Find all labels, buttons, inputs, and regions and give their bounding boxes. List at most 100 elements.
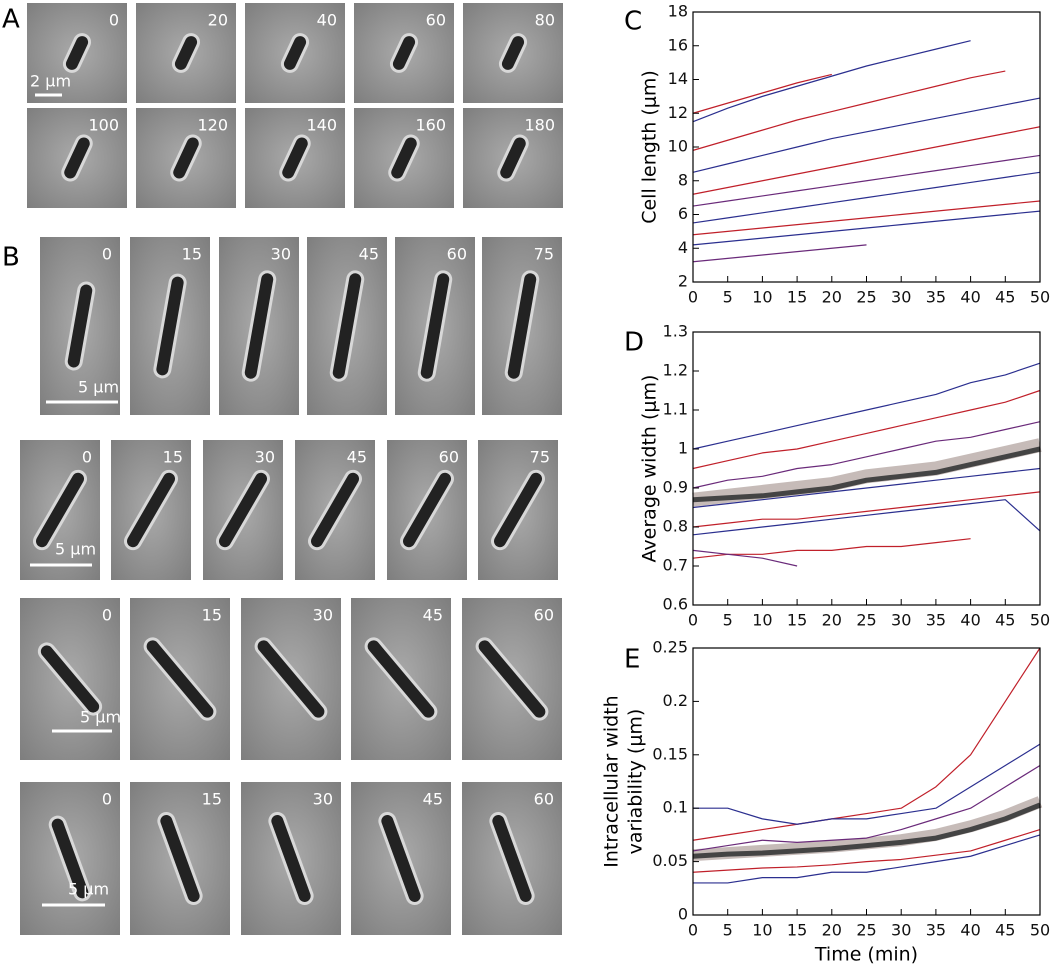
x-tick-label: 25 <box>856 288 876 307</box>
series-line <box>692 126 1041 195</box>
series-line <box>692 499 1041 536</box>
series-line <box>692 244 867 263</box>
y-tick-label: 10 <box>668 137 688 156</box>
panel-label: A <box>2 5 20 35</box>
series-line <box>692 200 1041 236</box>
cell-body <box>478 640 546 718</box>
scale-bar-label: 5 μm <box>68 880 109 899</box>
y-axis-label: Intracellular width <box>601 695 623 867</box>
y-axis-label: variability (μm) <box>625 709 647 855</box>
cell <box>417 270 453 382</box>
x-tick-label: 0 <box>688 611 698 630</box>
y-tick-label: 0.7 <box>663 556 688 575</box>
frame-time: 20 <box>208 11 228 30</box>
y-tick-label: 0 <box>678 905 688 924</box>
x-tick-label: 10 <box>752 611 772 630</box>
frame-time: 0 <box>102 790 112 809</box>
frame-time: 15 <box>182 245 202 264</box>
frame-time: 75 <box>534 245 554 264</box>
y-tick-label: 0.15 <box>652 744 688 763</box>
cell-body <box>403 472 451 548</box>
frame-time: 0 <box>102 606 112 625</box>
cell-body <box>146 640 214 718</box>
frame-time: 60 <box>439 448 459 467</box>
cell-body <box>332 273 362 379</box>
frame-time: 80 <box>535 11 555 30</box>
cell <box>254 637 328 721</box>
series-line <box>693 834 1041 884</box>
y-tick-label: 1.2 <box>663 361 688 380</box>
x-tick-label: 10 <box>752 921 772 940</box>
series-line <box>692 389 1041 470</box>
cell <box>498 33 528 73</box>
y-tick-label: 1 <box>678 439 688 458</box>
cell-body <box>392 36 416 70</box>
panel-label: E <box>624 645 640 675</box>
x-tick-label: 45 <box>995 288 1015 307</box>
x-tick-label: 35 <box>926 288 946 307</box>
cell-body <box>219 472 267 548</box>
x-tick-label: 50 <box>1030 921 1050 940</box>
y-tick-label: 0.6 <box>663 595 688 614</box>
cell-body <box>127 472 175 548</box>
cell <box>329 270 365 382</box>
cell-body <box>244 273 274 379</box>
cell-body <box>501 36 525 70</box>
cell-body <box>173 137 199 179</box>
x-tick-label: 0 <box>688 921 698 940</box>
cell-body <box>507 273 537 379</box>
series-line <box>692 764 1041 852</box>
frame-time: 30 <box>313 606 333 625</box>
frame-time: 15 <box>202 790 222 809</box>
cell <box>157 812 203 905</box>
y-tick-label: 0.1 <box>663 798 688 817</box>
x-tick-label: 5 <box>723 921 733 940</box>
panel-label: D <box>624 328 644 358</box>
y-tick-label: 18 <box>668 2 688 21</box>
cell <box>504 270 540 382</box>
plot-frame <box>692 11 1041 283</box>
frame-time: 45 <box>347 448 367 467</box>
cell <box>378 812 424 905</box>
y-tick-label: 0.8 <box>663 517 688 536</box>
cell <box>64 281 96 371</box>
series-line <box>692 171 1041 224</box>
cell-body <box>282 137 308 179</box>
series-line <box>692 538 971 559</box>
panel-label: C <box>624 7 642 37</box>
x-tick-label: 20 <box>822 921 842 940</box>
cell <box>489 812 535 905</box>
cell-body <box>283 36 307 70</box>
x-tick-label: 45 <box>995 611 1015 630</box>
cell-body <box>494 472 542 548</box>
frame-time: 140 <box>306 116 337 135</box>
series-line <box>692 446 1041 503</box>
series-line <box>692 828 1041 873</box>
cell <box>143 637 217 721</box>
x-tick-label: 25 <box>856 921 876 940</box>
frame-time: 60 <box>426 11 446 30</box>
x-tick-label: 35 <box>926 921 946 940</box>
frame-time: 0 <box>102 245 112 264</box>
y-axis-label: Average width (μm) <box>639 375 661 563</box>
y-tick-label: 0.2 <box>663 691 688 710</box>
cell-body <box>367 640 435 718</box>
x-tick-label: 50 <box>1030 611 1050 630</box>
x-tick-label: 5 <box>723 288 733 307</box>
cell-body <box>271 815 311 902</box>
series-line <box>692 549 798 567</box>
plot-frame <box>692 647 1041 916</box>
series-line <box>692 362 1041 450</box>
cell-body <box>420 273 450 379</box>
frame-time: 30 <box>313 790 333 809</box>
x-tick-label: 15 <box>787 921 807 940</box>
series-line <box>692 73 832 114</box>
cell-body <box>51 818 89 899</box>
frame-time: 0 <box>109 11 119 30</box>
series-line <box>692 154 1041 207</box>
scale-bar-label: 5 μm <box>80 708 121 727</box>
cell-body <box>174 36 198 70</box>
frame-time: 180 <box>524 116 555 135</box>
cell <box>37 642 103 716</box>
